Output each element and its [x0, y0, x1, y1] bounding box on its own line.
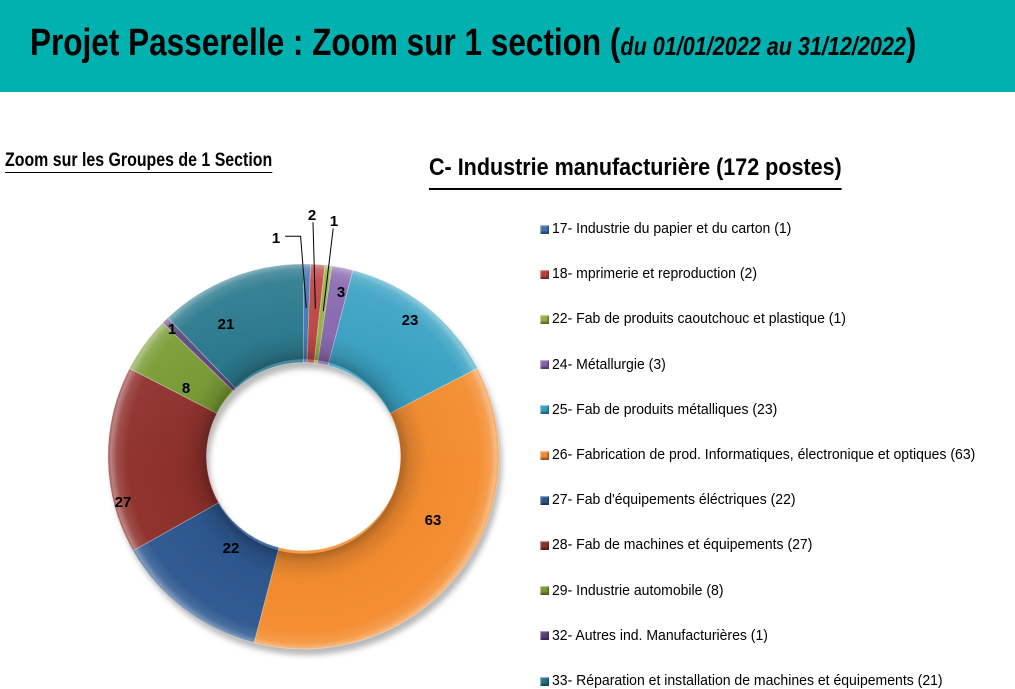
svg-text:23: 23 — [402, 312, 419, 329]
svg-text:1: 1 — [168, 321, 176, 338]
svg-text:22: 22 — [223, 540, 240, 557]
svg-text:21: 21 — [218, 316, 235, 333]
svg-text:1: 1 — [330, 213, 338, 230]
svg-text:8: 8 — [182, 380, 190, 397]
svg-text:1: 1 — [272, 230, 280, 247]
svg-text:27: 27 — [115, 494, 132, 511]
svg-text:2: 2 — [308, 207, 316, 224]
svg-text:63: 63 — [425, 512, 442, 529]
svg-text:3: 3 — [337, 284, 345, 301]
